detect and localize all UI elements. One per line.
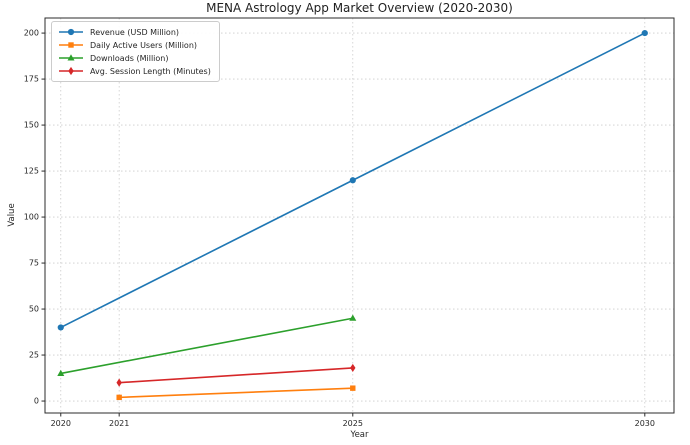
y-tick-labels: 0 25 50 75 100 125 150 175 200	[24, 29, 39, 406]
diamond-marker-icon	[59, 66, 83, 76]
svg-text:2025: 2025	[343, 419, 363, 428]
svg-text:150: 150	[24, 121, 39, 130]
grid-lines	[45, 18, 674, 413]
plot-border	[44, 17, 675, 414]
svg-text:0: 0	[34, 397, 39, 406]
series-group-0	[57, 29, 648, 331]
circle-marker-icon	[59, 28, 83, 36]
tick-marks	[41, 32, 646, 417]
y-axis-label: Value	[7, 203, 17, 227]
legend-label: Avg. Session Length (Minutes)	[90, 66, 211, 76]
x-tick-labels: 2020 2021 2025 2030	[51, 419, 655, 428]
svg-text:2030: 2030	[635, 419, 655, 428]
legend-item-downloads: Downloads (Million)	[58, 52, 211, 64]
svg-text:125: 125	[24, 167, 39, 176]
legend-item-daily-active-users: Daily Active Users (Million)	[58, 39, 211, 51]
legend-label: Daily Active Users (Million)	[90, 40, 198, 50]
chart-title: MENA Astrology App Market Overview (2020…	[206, 1, 513, 15]
x-axis-label: Year	[350, 430, 369, 440]
legend-label: Downloads (Million)	[90, 53, 169, 63]
svg-text:75: 75	[29, 259, 39, 268]
svg-text:2020: 2020	[51, 419, 71, 428]
legend-item-session-length: Avg. Session Length (Minutes)	[58, 65, 211, 77]
svg-text:200: 200	[24, 29, 39, 38]
series-line-2	[60, 317, 353, 375]
svg-text:25: 25	[29, 351, 39, 360]
series-line-1	[119, 387, 353, 399]
series-group-2	[57, 314, 357, 376]
svg-text:2021: 2021	[109, 419, 129, 428]
triangle-marker-icon	[59, 54, 83, 61]
svg-text:175: 175	[24, 75, 39, 84]
series-group-3	[116, 363, 356, 387]
svg-text:50: 50	[29, 305, 39, 314]
legend: Revenue (USD Million) Daily Active Users…	[51, 21, 220, 82]
legend-label: Revenue (USD Million)	[90, 27, 180, 37]
series-group-1	[116, 385, 356, 401]
svg-text:100: 100	[24, 213, 39, 222]
series-line-3	[119, 367, 353, 384]
legend-item-revenue: Revenue (USD Million)	[58, 26, 211, 38]
square-marker-icon	[59, 42, 83, 48]
